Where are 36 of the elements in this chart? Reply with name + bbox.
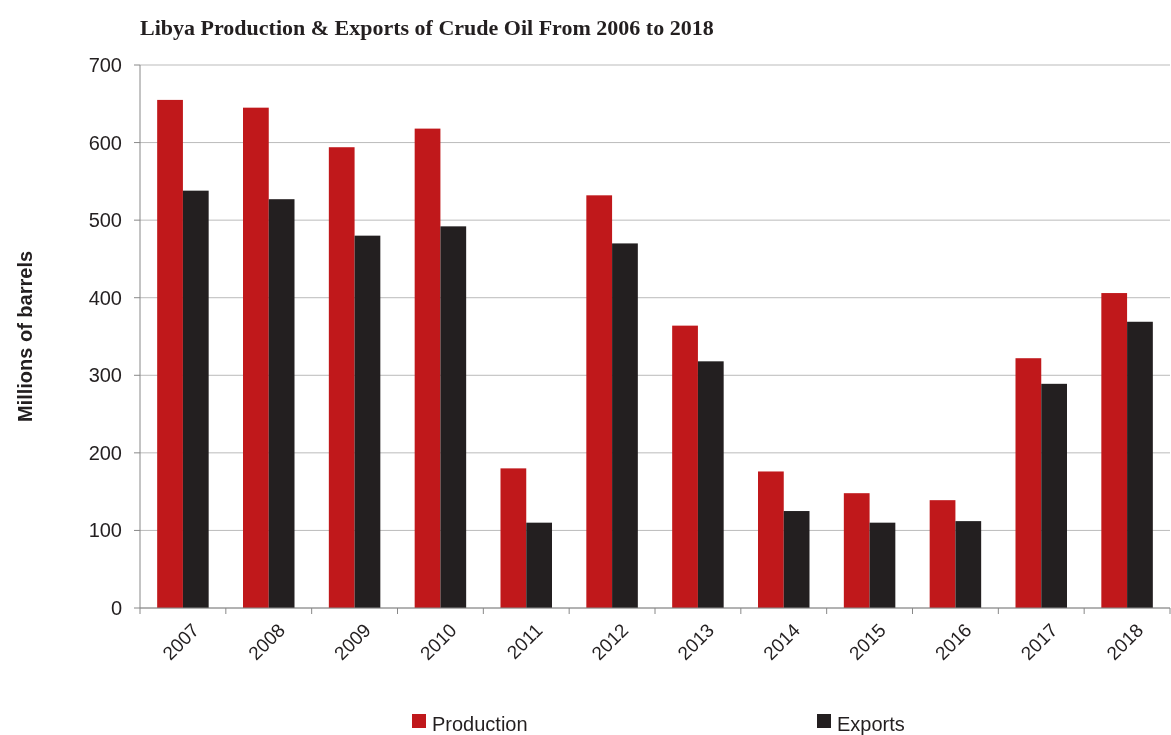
bar: [697, 361, 724, 608]
y-tick-label: 500: [88, 209, 122, 232]
y-tick-label: 400: [88, 286, 122, 309]
bar: [843, 493, 870, 608]
y-tick-label: 600: [88, 131, 122, 154]
legend-label: Production: [432, 713, 528, 735]
bar: [1101, 293, 1128, 608]
y-tick-label: 0: [110, 597, 122, 619]
bar: [586, 195, 613, 608]
bar: [157, 99, 183, 608]
chart-title: Libya Production & Exports of Crude Oil From 2006 to 2018: [140, 15, 714, 40]
bar: [929, 500, 956, 608]
bar: [1015, 358, 1042, 608]
legend-label: Exports: [837, 713, 905, 735]
bar: [328, 147, 355, 608]
bar: [526, 522, 552, 608]
bar: [783, 511, 810, 608]
bar: [955, 521, 982, 608]
bar: [1127, 321, 1153, 608]
bar: [268, 199, 295, 608]
bar: [758, 471, 784, 608]
bar: [414, 128, 441, 608]
bar: [243, 107, 269, 608]
y-tick-label: 100: [88, 519, 122, 542]
bar: [672, 325, 698, 608]
bar: [612, 243, 638, 608]
bar: [354, 235, 381, 608]
y-axis-title: Millions of barrels: [14, 250, 36, 423]
y-tick-label: 300: [88, 364, 122, 387]
bar: [440, 226, 467, 608]
y-tick-label: 200: [88, 441, 122, 464]
bar: [1041, 383, 1067, 608]
bar: [182, 190, 209, 608]
bar: [869, 522, 896, 608]
bar: [500, 468, 527, 608]
y-tick-label: 700: [88, 54, 122, 76]
